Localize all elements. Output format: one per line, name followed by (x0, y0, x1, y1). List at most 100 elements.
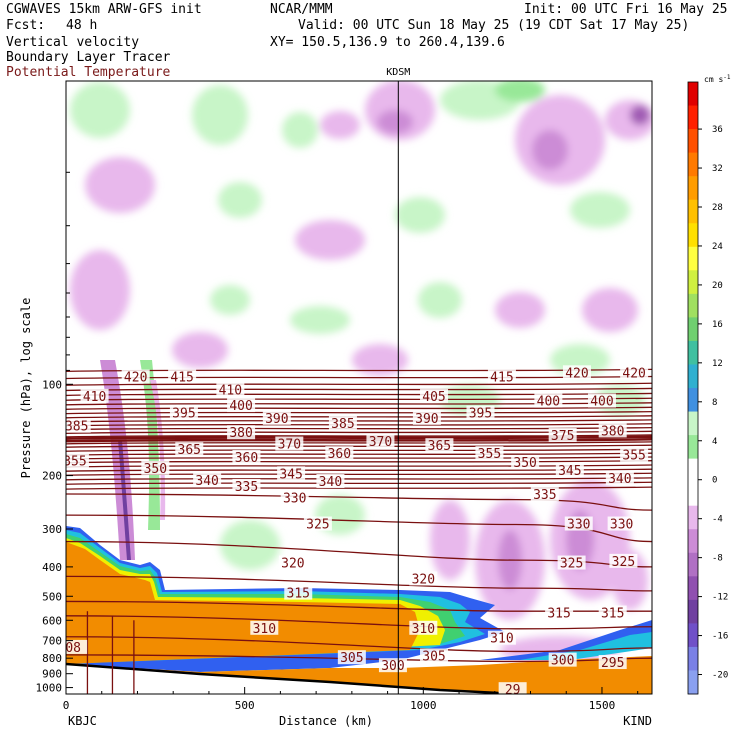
y-tick-label-6: 700 (42, 635, 62, 648)
theta-contour-upper (66, 419, 652, 423)
theta-label-bg (562, 365, 591, 380)
theta-label-48: 315 (601, 607, 624, 622)
theta-label-31: 345 (279, 467, 302, 482)
theta-label-27: 355 (478, 447, 501, 462)
y-tick-label-4: 500 (42, 590, 62, 603)
theta-label-19: 375 (551, 429, 574, 444)
x-tick-label-2: 1000 (410, 699, 437, 712)
theta-label-0: 420 (124, 371, 147, 386)
theta-label-bg (420, 648, 449, 663)
theta-label-38: 330 (283, 491, 306, 506)
theta-label-42: 325 (560, 557, 583, 572)
theta-label-bg (548, 652, 577, 667)
theta-label-26: 355 (63, 455, 86, 470)
y-tick-label-2: 300 (42, 523, 62, 536)
colorbar-swatch (688, 646, 698, 671)
center-label: NCAR/MMM (270, 2, 333, 17)
theta-label-37: 335 (533, 488, 556, 503)
color-scale-bar: 36 32 28 24 20 16 12 8 4 0 -4 -8 -12 -16 -20 (687, 81, 728, 695)
theta-label-bg (232, 478, 261, 493)
theta-label-bg (587, 393, 616, 408)
theta-label-bg (227, 425, 256, 440)
theta-label-55: 300 (551, 654, 574, 669)
theta-label-11: 395 (172, 407, 195, 422)
x-tick-label-1: 500 (235, 699, 255, 712)
theta-contour-upper (66, 387, 652, 392)
theta-label-bg (328, 415, 357, 430)
colorbar-tick-label-8: 4 (712, 437, 717, 447)
theta-label-bg (487, 630, 516, 645)
plot-frame (65, 80, 653, 695)
theta-label-bg (80, 388, 109, 403)
mid-station-label: KDSM (386, 67, 410, 78)
colorbar-tick-label-1: 32 (712, 164, 723, 174)
colorbar-swatch (688, 105, 698, 130)
colorbar-swatch (688, 293, 698, 318)
theta-contour-upper (66, 441, 652, 445)
theta-label-bg (337, 650, 366, 665)
theta-label-45: 320 (412, 572, 435, 587)
theta-label-47: 315 (547, 607, 570, 622)
theta-label-32: 345 (558, 464, 581, 479)
theta-contour-upper (66, 423, 652, 427)
theta-label-bg (121, 369, 150, 384)
theta-label-bg (425, 438, 454, 453)
x-tick-label-3: 1500 (589, 699, 616, 712)
y-tick-label-3: 400 (42, 561, 62, 574)
theta-label-bg (66, 418, 91, 433)
theta-label-bg (564, 516, 593, 531)
theta-contour-lower (66, 493, 652, 511)
colorbar-swatch (688, 482, 698, 507)
theta-label-bg (316, 474, 345, 489)
valid-time: Valid: 00 UTC Sun 18 May 25 (19 CDT Sat … (298, 18, 690, 33)
theta-label-bg (280, 490, 309, 505)
theta-label-bg (284, 585, 313, 600)
theta-contour-upper (66, 464, 652, 468)
theta-contour-lower (66, 615, 652, 630)
theta-label-bg (534, 393, 563, 408)
theta-label-bg (175, 442, 204, 457)
colorbar-tick-label-7: 8 (712, 398, 717, 408)
theta-contour-upper (66, 382, 652, 386)
colorbar-frame (687, 81, 699, 695)
theta-contour-upper (66, 410, 652, 415)
theta-label-43: 325 (612, 555, 635, 570)
theta-label-bg (498, 682, 527, 694)
y-tick-label-9: 1000 (36, 682, 63, 695)
theta-label-bg (325, 446, 354, 461)
theta-label-13: 390 (265, 412, 288, 427)
colorbar-tick-label-6: 12 (712, 359, 723, 369)
colorbar-swatch (688, 505, 698, 530)
theta-label-28: 355 (622, 449, 645, 464)
init-time: Init: 00 UTC Fri 16 May 25 (524, 2, 728, 17)
colorbar-tick-label-10: -4 (712, 515, 723, 525)
theta-label-bg (232, 449, 261, 464)
colorbar-tick-label-9: 0 (712, 476, 717, 486)
colorbar-unit: cm s-1 (704, 74, 731, 84)
theta-label-41: 325 (306, 518, 329, 533)
theta-label-21: 370 (369, 435, 392, 450)
theta-label-bg (409, 571, 438, 586)
theta-label-24: 360 (235, 451, 258, 466)
theta-label-bg (555, 462, 584, 477)
theta-label-bg (366, 434, 395, 449)
colorbar-tick-label-0: 36 (712, 125, 723, 135)
theta-contour-upper (66, 415, 652, 419)
theta-label-12: 395 (469, 407, 492, 422)
theta-label-bg (598, 655, 627, 670)
theta-label-15: 385 (65, 420, 88, 435)
theta-label-bg (420, 388, 449, 403)
colorbar-swatch (688, 435, 698, 460)
theta-label-18: 380 (601, 424, 624, 439)
y-tick-label-7: 800 (42, 652, 62, 665)
theta-label-10: 400 (590, 395, 613, 410)
theta-label-1: 415 (170, 371, 193, 386)
colorbar-tick-label-13: -16 (712, 632, 728, 642)
theta-label-bg (169, 405, 198, 420)
theta-label-bg (216, 382, 245, 397)
colorbar-swatch (688, 670, 698, 695)
theta-label-25: 360 (328, 447, 351, 462)
x-axis-label: Distance (km) (279, 714, 373, 728)
theta-label-bg (227, 398, 256, 413)
forecast-hour: 48 h (66, 18, 98, 33)
